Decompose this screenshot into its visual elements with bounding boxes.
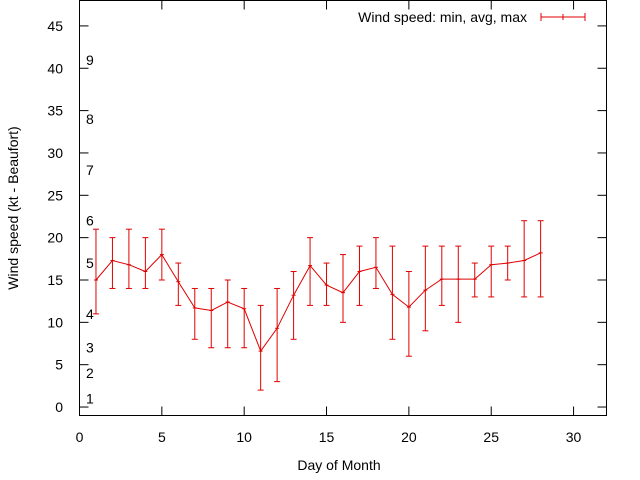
data-point [405,271,412,357]
beaufort-label: 9 [86,52,94,68]
x-tick-label: 30 [566,429,582,445]
data-point [241,287,248,349]
data-point [191,287,198,340]
beaufort-scale-labels: 1 2 3 4 5 6 7 8 9 [86,52,94,407]
data-point [208,287,215,349]
y-tick-label: 35 [47,103,63,119]
data-point [422,245,429,332]
data-point [307,237,314,306]
plot-frame [79,0,607,416]
data-point [274,287,281,383]
beaufort-label: 1 [86,391,94,407]
data-point [290,271,297,340]
data-point [92,228,99,315]
x-tick-label: 15 [319,429,335,445]
data-point [257,304,264,391]
y-tick-label: 5 [55,357,63,373]
data-point [537,220,544,298]
data-point [224,279,231,349]
x-tick-label: 0 [76,429,84,445]
series-layer [92,220,544,391]
y-tick-label: 30 [47,145,63,161]
data-point [504,245,511,281]
beaufort-label: 2 [86,365,94,381]
data-point [455,245,462,323]
y-tick-label: 10 [47,314,63,330]
data-point [521,220,528,298]
data-point [175,262,182,306]
data-point [471,262,478,298]
legend-label: Wind speed: min, avg, max [358,9,527,25]
data-point [142,237,149,289]
beaufort-label: 4 [86,306,94,322]
beaufort-label: 8 [86,111,94,127]
data-point [438,245,445,306]
y-tick-label: 40 [47,60,63,76]
y-tick-label: 45 [47,18,63,34]
y-axis-label: Wind speed (kt - Beaufort) [5,126,21,289]
legend: Wind speed: min, avg, max [358,9,586,25]
y-tick-label: 15 [47,272,63,288]
data-point [389,245,396,340]
data-point [125,228,132,289]
beaufort-label: 3 [86,340,94,356]
beaufort-label: 5 [86,255,94,271]
data-point [372,237,379,289]
y-tick-label: 0 [55,399,63,415]
x-tick-label: 20 [401,429,417,445]
data-point [323,262,330,306]
x-tick-label: 5 [158,429,166,445]
data-point [340,254,346,323]
data-point [158,228,165,281]
x-tick-label: 25 [483,429,499,445]
x-tick-label: 10 [236,429,252,445]
data-point [488,245,495,298]
x-axis-label: Day of Month [297,457,380,473]
y-tick-label: 20 [47,230,63,246]
y-tick-label: 25 [47,187,63,203]
data-point [109,237,116,289]
avg-line [95,252,541,353]
beaufort-label: 6 [86,213,94,229]
data-point [356,245,363,306]
beaufort-label: 7 [86,162,94,178]
